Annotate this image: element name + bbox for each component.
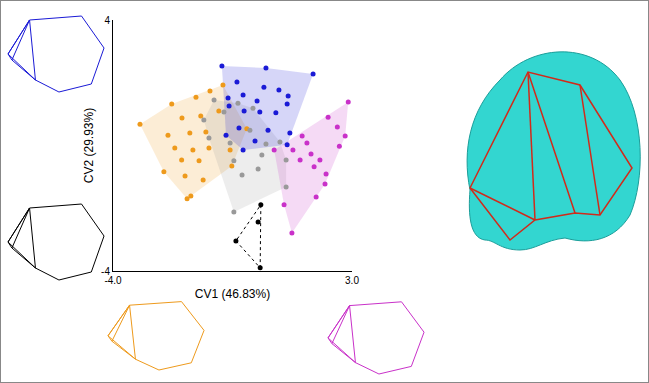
svg-text:CV2 (29.93%): CV2 (29.93%)	[82, 108, 96, 183]
svg-text:4: 4	[104, 15, 110, 26]
svg-text:-4.0: -4.0	[104, 275, 122, 286]
svg-text:-4: -4	[101, 266, 110, 277]
svg-text:3.0: 3.0	[345, 275, 359, 286]
svg-text:CV1 (46.83%): CV1 (46.83%)	[195, 287, 270, 301]
